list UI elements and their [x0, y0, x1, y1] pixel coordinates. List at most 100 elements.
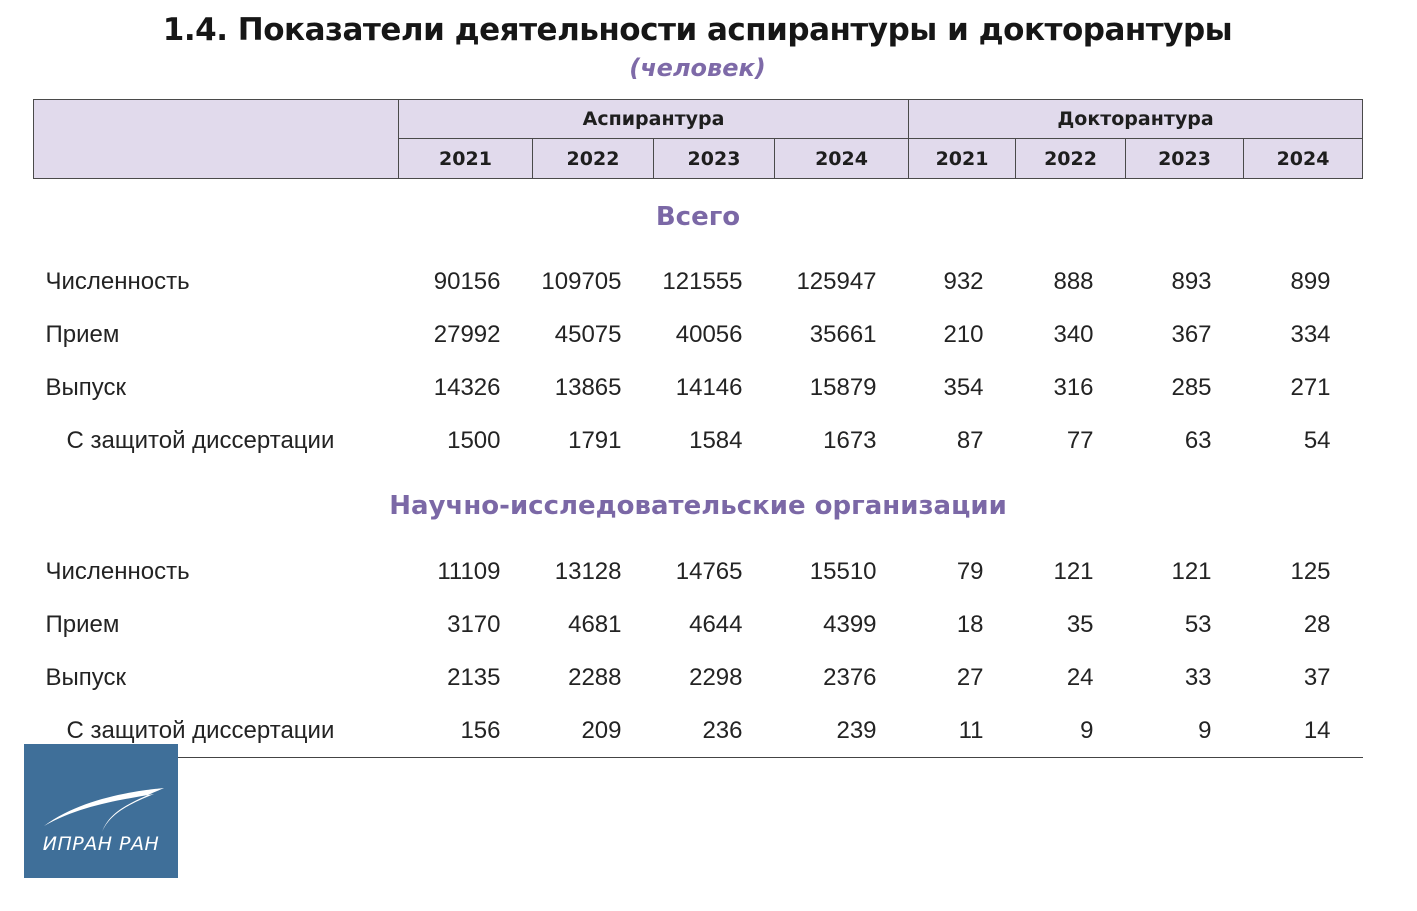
- cell-value: 15879: [809, 373, 877, 401]
- cell-value: 109705: [541, 267, 622, 295]
- cell-value: 24: [1066, 663, 1094, 691]
- cell-value: 4644: [689, 610, 743, 638]
- table-row: Выпуск 14326 13865 14146 15879 354 316 2…: [34, 361, 1363, 414]
- section-title: Всего: [655, 202, 741, 232]
- cell-value: 14146: [675, 373, 743, 401]
- cell-value: 14326: [433, 373, 501, 401]
- year-header: 2024: [1243, 138, 1364, 179]
- row-label: Выпуск: [45, 373, 126, 401]
- year-header: 2023: [1125, 138, 1245, 179]
- cell-value: 239: [774, 704, 909, 758]
- cell-value: 63: [1184, 426, 1212, 454]
- stats-table: Аспирантура Докторантура 2021 2022 2023 …: [33, 99, 1364, 758]
- cell-value: 90156: [433, 267, 501, 295]
- cell-value: 121: [1171, 557, 1212, 585]
- cell-value: 125947: [796, 267, 877, 295]
- cell-value: 156: [398, 704, 533, 758]
- year-header: 2022: [1015, 138, 1127, 179]
- cell-value: 33: [1184, 663, 1212, 691]
- cell-value: 316: [1053, 373, 1094, 401]
- cell-value: 14765: [675, 557, 743, 585]
- logo-text: ИПРАН РАН: [42, 833, 160, 855]
- table-row: С защитой диссертации 1500 1791 1584 167…: [34, 414, 1363, 467]
- year-header: 2024: [773, 138, 910, 179]
- row-label: Численность: [45, 557, 190, 585]
- cell-value: 236: [653, 704, 775, 758]
- cell-value: 210: [943, 320, 984, 348]
- cell-value: 11: [908, 704, 1016, 758]
- cell-value: 79: [956, 557, 984, 585]
- swoosh-icon: [44, 788, 164, 832]
- cell-value: 13128: [554, 557, 622, 585]
- cell-value: 9: [1015, 704, 1126, 758]
- row-label: Прием: [45, 610, 120, 638]
- cell-value: 271: [1290, 373, 1331, 401]
- cell-value: 1500: [447, 426, 501, 454]
- cell-value: 125: [1290, 557, 1331, 585]
- cell-value: 2376: [823, 663, 877, 691]
- row-label-header: [33, 99, 399, 179]
- ipran-logo: ИПРАН РАН: [24, 744, 178, 878]
- cell-value: 77: [1066, 426, 1094, 454]
- year-header: 2022: [532, 138, 654, 179]
- cell-value: 121555: [662, 267, 743, 295]
- cell-value: 37: [1303, 663, 1331, 691]
- cell-value: 285: [1171, 373, 1212, 401]
- cell-value: 45075: [554, 320, 622, 348]
- cell-value: 932: [943, 267, 984, 295]
- cell-value: 27: [956, 663, 984, 691]
- cell-value: 53: [1184, 610, 1212, 638]
- cell-value: 87: [956, 426, 984, 454]
- cell-value: 18: [956, 610, 984, 638]
- year-header: 2023: [653, 138, 775, 179]
- cell-value: 54: [1303, 426, 1331, 454]
- cell-value: 209: [532, 704, 654, 758]
- group-header-aspirantura: Аспирантура: [397, 99, 910, 139]
- cell-value: 2288: [568, 663, 622, 691]
- year-header: 2021: [398, 138, 533, 179]
- cell-value: 888: [1053, 267, 1094, 295]
- cell-value: 2135: [447, 663, 501, 691]
- year-header: 2021: [908, 138, 1017, 179]
- cell-value: 35: [1066, 610, 1094, 638]
- year-header-row: 2021 2022 2023 2024 2021 2022 2023 2024: [34, 138, 1364, 179]
- cell-value: 340: [1053, 320, 1094, 348]
- units-subtitle: (человек): [629, 54, 766, 82]
- row-label: Выпуск: [45, 663, 126, 691]
- table-row: С защитой диссертации 156 209 236 239 11…: [33, 704, 1363, 758]
- cell-value: 893: [1171, 267, 1212, 295]
- group-header-doktorantura: Докторантура: [908, 99, 1364, 139]
- page-title: 1.4. Показатели деятельности аспирантуры…: [162, 12, 1233, 48]
- cell-value: 27992: [433, 320, 501, 348]
- section-title: Научно-исследовательские организации: [389, 491, 1007, 521]
- cell-value: 4681: [568, 610, 622, 638]
- row-label: Численность: [45, 267, 190, 295]
- table-row: Численность 11109 13128 14765 15510 79 1…: [34, 545, 1363, 598]
- row-label: Прием: [45, 320, 120, 348]
- cell-value: 3170: [447, 610, 501, 638]
- cell-value: 11109: [437, 557, 501, 585]
- cell-value: 4399: [823, 610, 877, 638]
- group-header-row: Аспирантура Докторантура: [33, 99, 1364, 179]
- cell-value: 121: [1053, 557, 1094, 585]
- cell-value: 35661: [809, 320, 877, 348]
- table-row: Выпуск 2135 2288 2298 2376 27 24 33 37: [34, 651, 1363, 704]
- cell-value: 354: [943, 373, 984, 401]
- cell-value: 1584: [689, 426, 743, 454]
- cell-value: 334: [1290, 320, 1331, 348]
- cell-value: 40056: [675, 320, 743, 348]
- cell-value: 1673: [823, 426, 877, 454]
- cell-value: 899: [1290, 267, 1331, 295]
- cell-value: 15510: [809, 557, 877, 585]
- cell-value: 367: [1171, 320, 1212, 348]
- cell-value: 1791: [568, 426, 622, 454]
- table-row: Численность 90156 109705 121555 125947 9…: [34, 255, 1363, 308]
- section-heading-row: Всего: [34, 179, 1363, 256]
- table-row: Прием 3170 4681 4644 4399 18 35 53 28: [34, 598, 1363, 651]
- table-row: Прием 27992 45075 40056 35661 210 340 36…: [34, 308, 1363, 361]
- cell-value: 14: [1243, 704, 1363, 758]
- row-label: С защитой диссертации: [66, 426, 335, 454]
- cell-value: 13865: [554, 373, 622, 401]
- cell-value: 2298: [689, 663, 743, 691]
- section-heading-row: Научно-исследовательские организации: [34, 467, 1363, 545]
